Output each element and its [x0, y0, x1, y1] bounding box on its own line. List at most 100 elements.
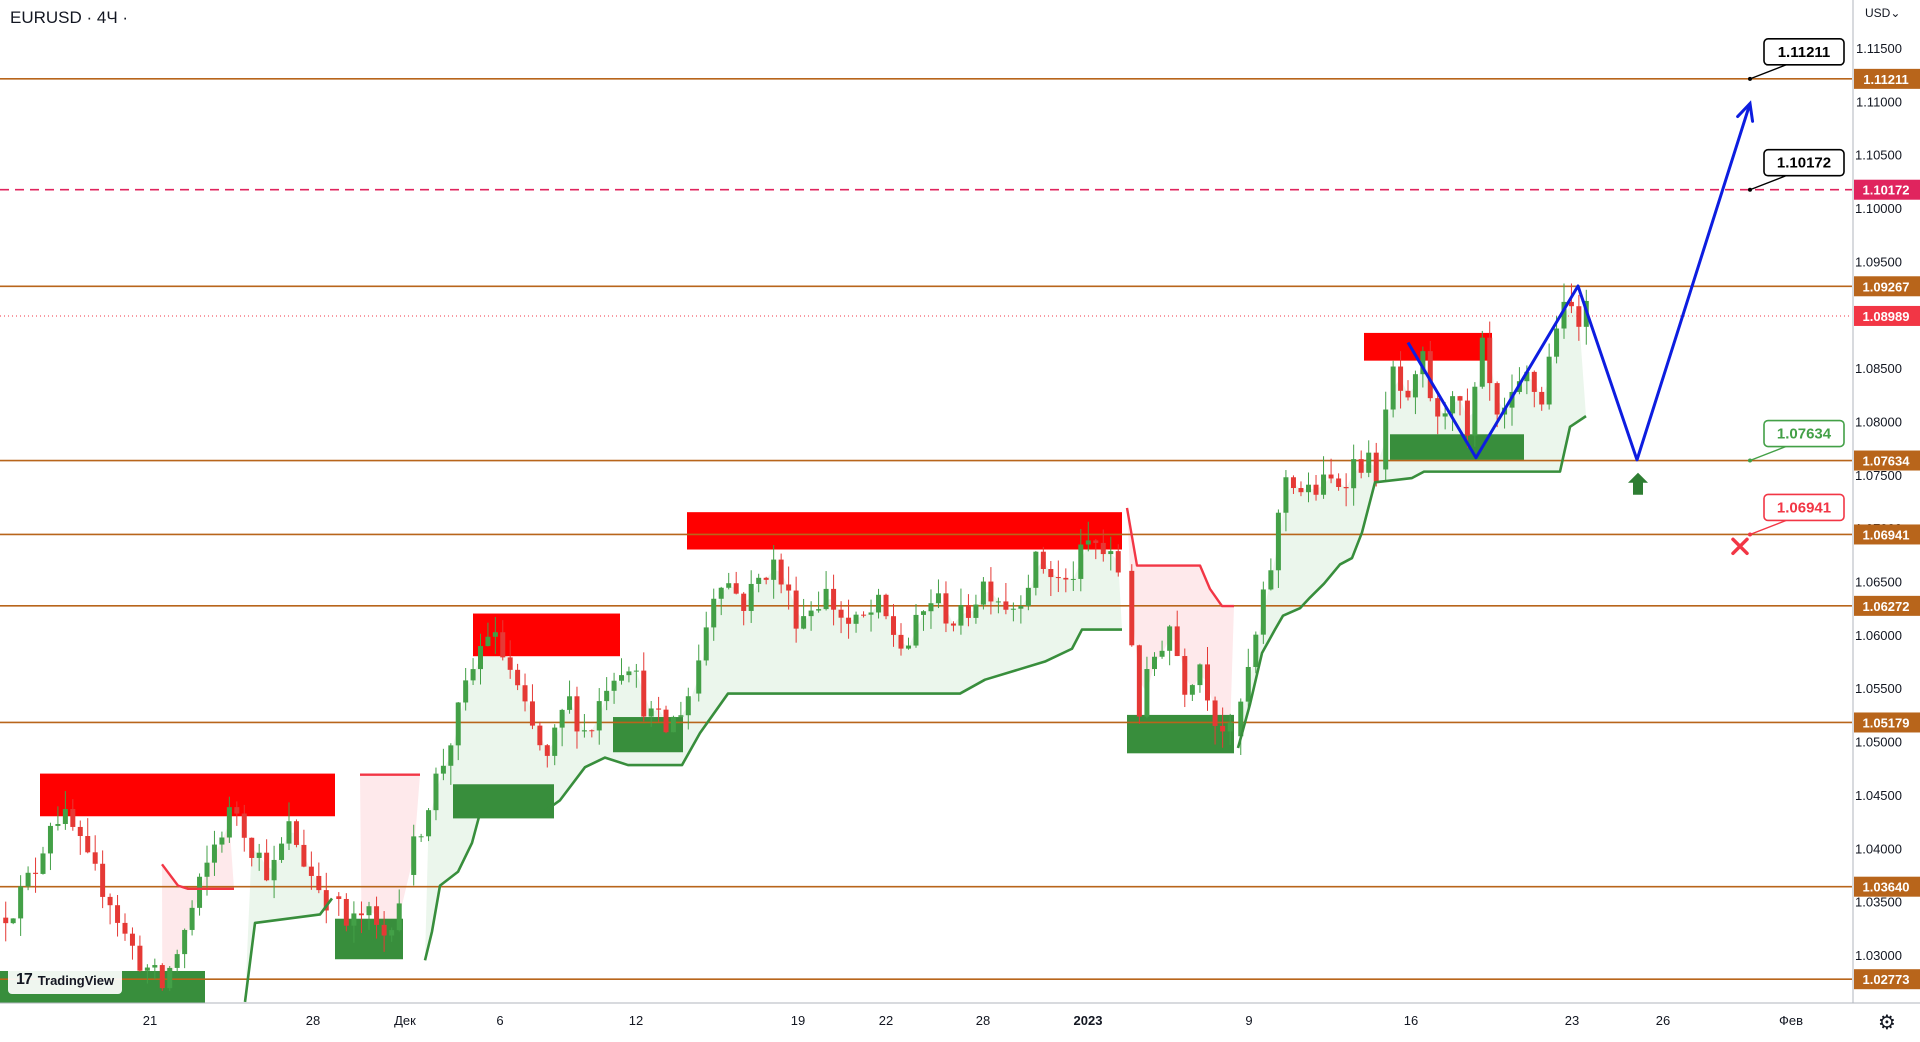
- candle-body: [92, 852, 98, 864]
- candle-body: [1313, 484, 1319, 495]
- candle-body: [846, 617, 852, 624]
- price-level-label-bg: [1854, 712, 1920, 733]
- time-tick-label: 19: [791, 1013, 805, 1028]
- price-level-label-bg: [1854, 68, 1920, 89]
- callout-box: [1763, 493, 1845, 522]
- candle-body: [1283, 477, 1289, 513]
- tradingview-logo[interactable]: 17 TradingView: [8, 966, 123, 994]
- price-tick-label: 1.09500: [1855, 254, 1902, 269]
- price-level-label: 1.07634: [1863, 454, 1911, 469]
- price-tick-label: 1.07500: [1855, 468, 1902, 483]
- price-tick-label: 1.06500: [1855, 575, 1902, 590]
- callout-box: [1763, 148, 1845, 177]
- candle-body: [10, 918, 16, 924]
- support-zone: [1390, 434, 1524, 460]
- candle-body: [868, 612, 874, 615]
- time-tick-label: 2023: [1074, 1013, 1103, 1028]
- candle-body: [448, 745, 454, 766]
- candle-body: [1010, 608, 1016, 610]
- candle-body: [958, 605, 964, 626]
- candle-body: [1048, 568, 1054, 578]
- candle-body: [1093, 540, 1099, 543]
- candle-body: [703, 627, 709, 661]
- candle-body: [1063, 577, 1069, 580]
- candle-body: [1366, 452, 1372, 473]
- candle-body: [211, 844, 217, 863]
- callout-label: 1.07634: [1777, 426, 1832, 443]
- candle-body: [463, 680, 469, 703]
- candle-body: [1487, 337, 1493, 384]
- candle-body: [641, 670, 647, 717]
- candle-body: [470, 669, 476, 681]
- candle-body: [980, 581, 986, 605]
- candle-body: [1420, 351, 1426, 375]
- supertrend-up-line: [1236, 415, 1587, 749]
- price-tick-label: 1.05500: [1855, 681, 1902, 696]
- gear-icon[interactable]: ⚙: [1878, 1012, 1896, 1034]
- price-level-label-bg: [1854, 450, 1920, 471]
- candle-body: [898, 634, 904, 649]
- candle-body: [604, 690, 610, 702]
- candle-body: [611, 680, 617, 691]
- price-axis[interactable]: 1.03000 1.03500 1.04000 1.04500 1.05000 1.055…: [1852, 0, 1920, 1042]
- time-axis[interactable]: 21 28 Дек 6 12 19 22 28 2023 9 16 23 26 Фев: [0, 1002, 1920, 1042]
- candle-body: [786, 584, 792, 591]
- candle-body: [559, 709, 565, 728]
- candle-body: [1450, 396, 1456, 414]
- candle-body: [726, 583, 732, 588]
- time-tick-label: Дек: [394, 1013, 416, 1028]
- callout-pointer: [1749, 175, 1787, 191]
- candle-body: [3, 917, 9, 924]
- candle-body: [358, 913, 364, 916]
- candle-body: [389, 930, 395, 936]
- candle-body: [1189, 685, 1195, 695]
- callout-label: 1.06941: [1777, 499, 1831, 516]
- candle-body: [1373, 452, 1379, 482]
- candle-body: [816, 609, 822, 611]
- candle-body: [988, 581, 994, 602]
- candle-body: [1197, 664, 1203, 686]
- tradingview-logo-label: TradingView: [37, 972, 115, 988]
- candle-body: [1253, 634, 1259, 667]
- price-level-label: 1.06941: [1863, 527, 1910, 542]
- candle-body: [552, 727, 558, 756]
- supertrend-down-line: [161, 863, 234, 891]
- price-tick-label: 1.08500: [1855, 361, 1902, 376]
- candle-body: [234, 807, 240, 814]
- candle-body: [619, 675, 624, 681]
- candle-body: [323, 890, 329, 911]
- candle-body: [1078, 544, 1084, 579]
- candle-body: [1435, 398, 1441, 417]
- levels-layer: [0, 78, 1852, 981]
- candle-body: [77, 826, 83, 837]
- currency-selector[interactable]: USD⌄: [1865, 6, 1901, 20]
- symbol-title[interactable]: EURUSD · 4Ч ·: [10, 8, 129, 27]
- candle-body: [778, 559, 784, 585]
- candle-body: [1260, 589, 1266, 635]
- candle-body: [374, 906, 380, 925]
- candle-body: [801, 616, 807, 629]
- candle-body: [500, 632, 506, 658]
- supertrend-layer: [161, 415, 1587, 1003]
- candle-body: [1033, 551, 1039, 588]
- candle-body: [808, 610, 814, 617]
- candle-body: [507, 657, 513, 670]
- candle-body: [62, 808, 68, 824]
- forecast-arrow-head: [1736, 100, 1755, 123]
- candle-body: [1442, 413, 1448, 417]
- callout-label: 1.11211: [1778, 44, 1831, 61]
- candle-body: [626, 671, 632, 676]
- candle-body: [219, 837, 225, 845]
- candle-body: [935, 593, 941, 604]
- candle-body: [107, 896, 113, 906]
- candle-body: [137, 945, 143, 971]
- candle-body: [1472, 386, 1478, 436]
- uptrend-fill: [425, 541, 1122, 961]
- candle-body: [256, 852, 262, 858]
- candle-body: [861, 614, 867, 616]
- candle-body: [537, 725, 543, 746]
- price-tick-label: 1.11500: [1856, 41, 1902, 56]
- price-level-label-bg: [1854, 179, 1920, 200]
- candle-body: [478, 646, 483, 670]
